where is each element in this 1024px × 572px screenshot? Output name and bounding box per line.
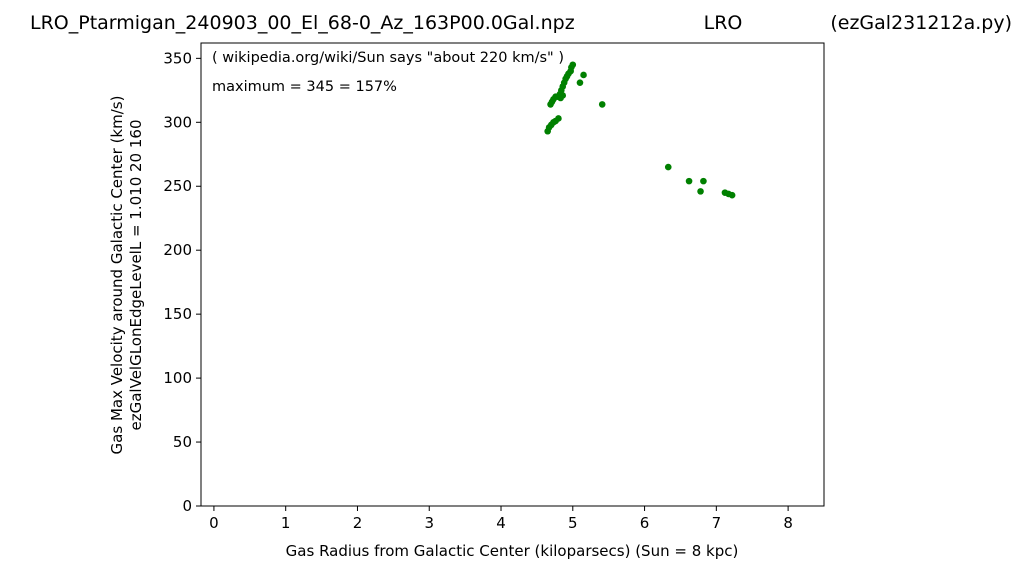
chart-title-script: (ezGal231212a.py) bbox=[830, 12, 1012, 34]
data-point bbox=[559, 92, 567, 99]
y-tick-label: 100 bbox=[163, 369, 192, 387]
y-tick-label: 150 bbox=[163, 305, 192, 323]
data-point bbox=[700, 177, 707, 185]
x-axis-label: Gas Radius from Galactic Center (kilopar… bbox=[286, 542, 739, 560]
data-point bbox=[576, 79, 584, 86]
data-point bbox=[697, 188, 704, 195]
y-axis-label: Gas Max Velocity around Galactic Center … bbox=[108, 96, 126, 455]
annotation-maximum: maximum = 345 = 157% bbox=[212, 79, 397, 95]
data-point bbox=[580, 71, 587, 79]
data-point bbox=[598, 101, 606, 108]
data-point bbox=[685, 177, 693, 185]
x-tick-label: 7 bbox=[712, 514, 722, 532]
y-axis-label-params: ezGalVelGLonEdgeLevelL = 1.010 20 160 bbox=[127, 120, 145, 431]
x-tick-label: 8 bbox=[783, 514, 793, 532]
x-tick-label: 1 bbox=[281, 514, 291, 532]
y-axis: 0 50 100 150 200 250 300 350 bbox=[163, 49, 201, 515]
data-point bbox=[728, 191, 736, 199]
data-point bbox=[569, 61, 577, 69]
x-tick-label: 3 bbox=[424, 514, 434, 532]
y-tick-label: 0 bbox=[182, 497, 192, 515]
y-tick-label: 250 bbox=[163, 177, 192, 195]
annotation-reference: ( wikipedia.org/wiki/Sun says "about 220… bbox=[212, 50, 564, 66]
chart-title-file: LRO_Ptarmigan_240903_00_El_68-0_Az_163P0… bbox=[30, 12, 575, 34]
data-series bbox=[544, 61, 736, 199]
data-point bbox=[555, 115, 562, 122]
x-tick-label: 4 bbox=[496, 514, 506, 532]
y-tick-label: 200 bbox=[163, 241, 192, 259]
y-tick-label: 50 bbox=[173, 433, 192, 451]
data-point bbox=[664, 163, 672, 171]
x-tick-label: 5 bbox=[568, 514, 578, 532]
y-tick-label: 300 bbox=[163, 113, 192, 131]
plot-frame bbox=[200, 42, 825, 507]
x-tick-label: 6 bbox=[640, 514, 650, 532]
x-tick-label: 2 bbox=[353, 514, 363, 532]
x-tick-label: 0 bbox=[209, 514, 219, 532]
x-axis: 0 1 2 3 4 5 6 7 8 bbox=[209, 506, 793, 532]
chart-title-site: LRO bbox=[704, 12, 743, 34]
y-tick-label: 350 bbox=[163, 49, 192, 67]
